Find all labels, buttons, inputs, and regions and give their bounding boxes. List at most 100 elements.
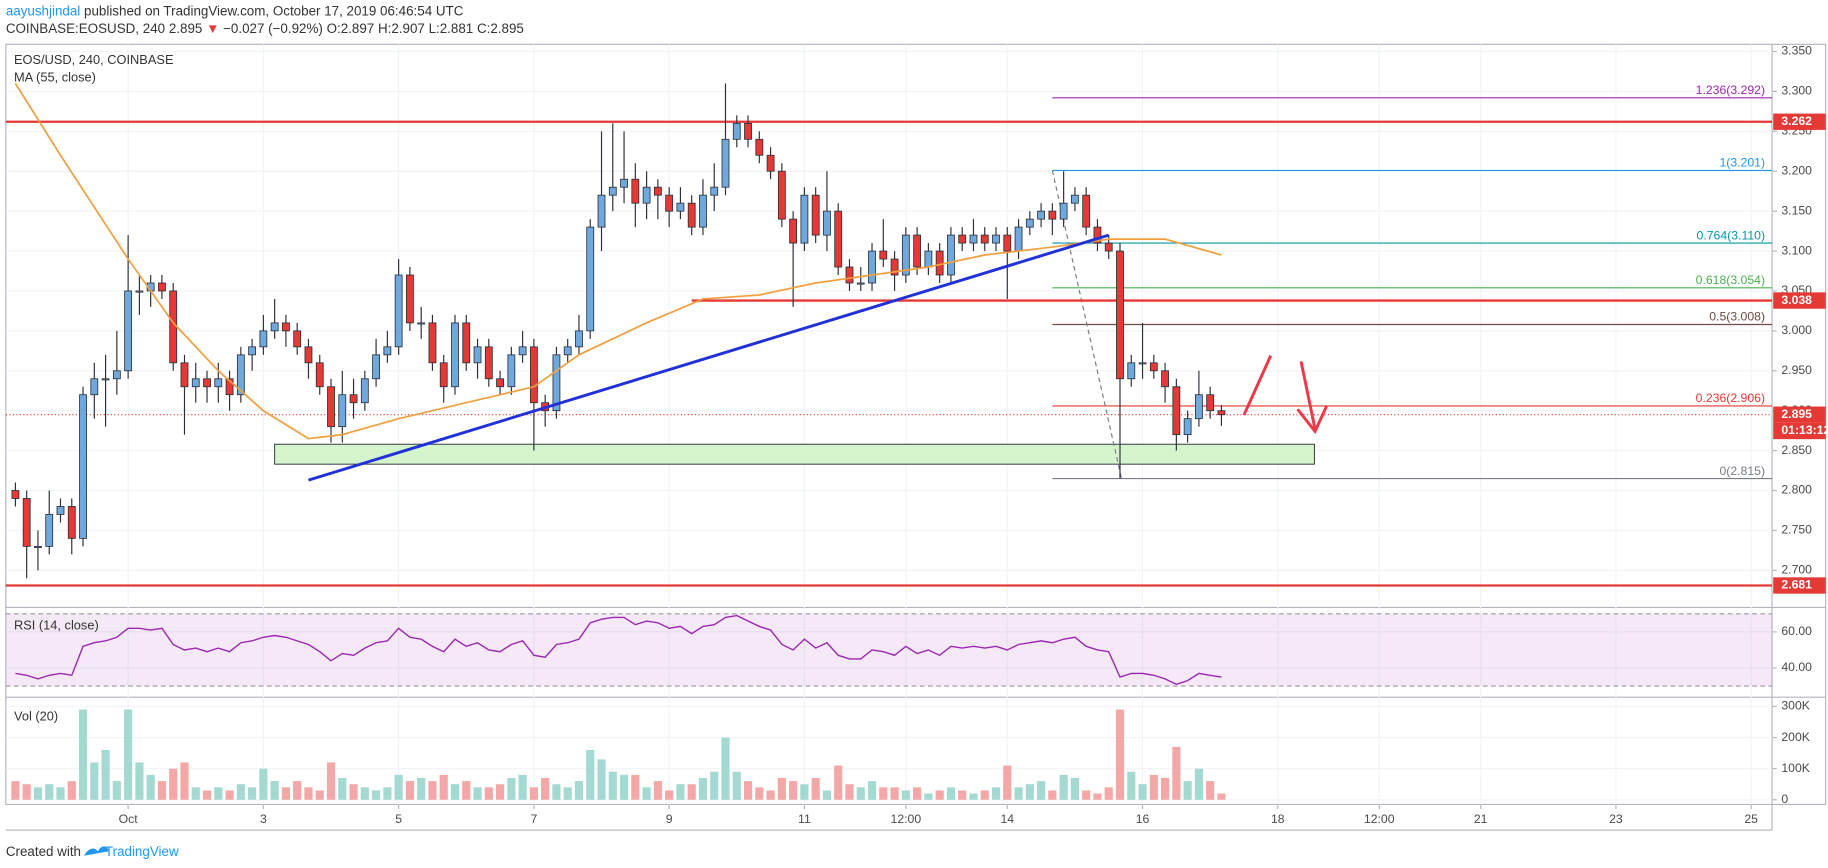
candle-body [327, 386, 335, 428]
volume-bar [822, 790, 832, 800]
candle-body [766, 154, 775, 172]
y-tick-label: 3.100 [1781, 243, 1812, 257]
candle-body [721, 138, 730, 188]
candle-body [665, 194, 674, 212]
candle-body [1206, 394, 1215, 412]
volume-bar [112, 781, 121, 800]
y-tick-label: 3.300 [1781, 84, 1812, 98]
volume-bar [608, 771, 617, 800]
candle-body [676, 202, 685, 212]
candle-body [890, 258, 899, 276]
volume-bar [462, 781, 471, 800]
y-tick-label: 60.00 [1781, 624, 1812, 638]
symbol: COINBASE:EOSUSD, 240 [6, 21, 165, 36]
volume-bar [1037, 781, 1046, 800]
x-tick-label: 14 [1000, 812, 1014, 826]
candle-body [473, 346, 482, 364]
volume-bar [597, 759, 606, 800]
volume-bar [879, 787, 888, 800]
y-tick-label: 200K [1781, 730, 1810, 744]
candle-body [214, 378, 223, 388]
candle-body [687, 202, 696, 228]
candle-body [270, 322, 279, 332]
volume-bar [281, 787, 291, 800]
volume-bar [67, 781, 76, 800]
candle-body [992, 234, 1000, 244]
volume-bar [541, 777, 550, 800]
volume-bar [1082, 790, 1091, 800]
volume-bar [834, 765, 843, 800]
y-tick-label: 2.700 [1781, 563, 1812, 577]
drawn-arrow-head [1296, 405, 1329, 435]
candle-body [856, 282, 865, 285]
volume-bar [1014, 787, 1023, 800]
volume-bar [439, 774, 448, 800]
y-tick-label: 3.000 [1781, 323, 1812, 337]
x-tick-label: 11 [798, 812, 811, 826]
volume-bar [1206, 781, 1215, 800]
candle-body [1127, 362, 1136, 380]
candle-body [439, 362, 448, 388]
candle-body [1149, 362, 1158, 372]
candle-body [834, 210, 843, 268]
volume-bar [529, 787, 538, 800]
candle-body [845, 266, 854, 284]
volume-bar [90, 762, 99, 800]
volume-bar [789, 781, 798, 800]
x-tick-label: 16 [1136, 812, 1150, 826]
candle-body [744, 122, 752, 140]
fib-label: 0.764(3.110) [1697, 228, 1765, 242]
countdown-tag-bg [1773, 422, 1826, 440]
volume-bar [631, 774, 640, 800]
level-tag-bg [1773, 113, 1826, 130]
candle-body [1116, 250, 1124, 380]
candle-body [608, 186, 617, 196]
volume-bar [901, 790, 910, 800]
volume-bar [11, 781, 20, 800]
volume-bar [811, 777, 820, 800]
volume-bar [969, 793, 978, 800]
y-tick-label: 0 [1781, 792, 1788, 806]
volume-bar [473, 787, 482, 800]
candle-body [868, 250, 876, 284]
brand-logo [83, 846, 110, 856]
candle-body [11, 490, 20, 499]
volume-bar [236, 784, 245, 800]
candle-body [969, 234, 978, 244]
candle-body [124, 290, 133, 372]
y-tick-label: 3.350 [1781, 44, 1812, 58]
candle-body [191, 378, 200, 388]
volume-bar [180, 762, 189, 800]
volume-bar [33, 787, 43, 800]
volume-bar [124, 709, 133, 800]
candle-body [282, 322, 290, 332]
candle-body [777, 170, 786, 220]
candle-body [653, 186, 662, 196]
candle-body [924, 250, 933, 268]
volume-bar [405, 781, 414, 800]
author[interactable]: aayushjindal [6, 3, 80, 18]
footer-brand[interactable]: TradingView [105, 844, 179, 859]
candle-body [169, 290, 178, 364]
candle-body [1071, 194, 1079, 204]
fib-label: 1(3.201) [1719, 156, 1765, 170]
candle-body [980, 234, 989, 244]
candle-body [496, 378, 504, 388]
candle-body [22, 498, 31, 547]
y-tick-label: 100K [1781, 761, 1810, 775]
candle-body [1037, 210, 1046, 220]
x-tick-label: 12:00 [1364, 812, 1395, 826]
volume-bar [698, 777, 708, 800]
volume-bar [856, 787, 865, 800]
candle-body [597, 194, 606, 228]
volume-bar [777, 777, 786, 800]
x-tick-label: 21 [1474, 812, 1488, 826]
candle-body [563, 346, 572, 356]
candle-body [631, 178, 640, 204]
candle-body [755, 138, 764, 156]
y-tick-label: 3.150 [1781, 203, 1812, 217]
x-tick-label: 7 [530, 812, 537, 826]
y-tick-label: 2.750 [1781, 523, 1812, 537]
candle-body [1059, 202, 1068, 220]
volume-bar [552, 784, 561, 800]
